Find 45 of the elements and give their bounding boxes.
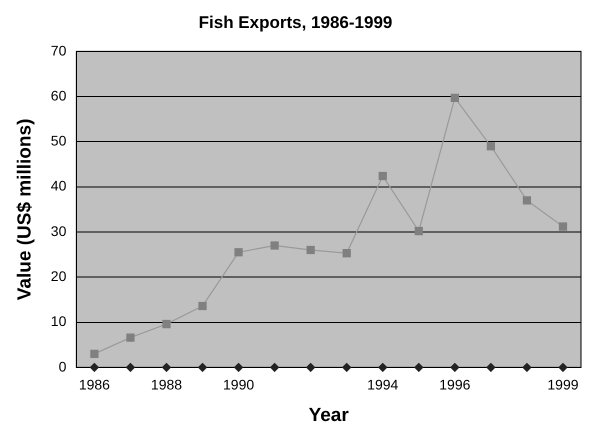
point <box>126 333 135 342</box>
x-tick-label: 1990 <box>222 376 254 393</box>
x-tick-label: 1986 <box>78 376 110 393</box>
point <box>162 362 171 372</box>
point <box>342 362 352 372</box>
point <box>558 222 568 231</box>
x-tick-label: 1999 <box>547 376 579 393</box>
x-tick-label: 1988 <box>150 376 182 393</box>
chart-title: Fish Exports, 1986-1999 <box>198 12 392 32</box>
point <box>522 362 532 372</box>
y-tick-label: 60 <box>50 87 67 104</box>
point <box>342 249 351 258</box>
point <box>162 320 171 328</box>
y-tick-label: 10 <box>50 313 67 330</box>
point <box>522 196 532 205</box>
point <box>198 362 208 372</box>
point <box>378 172 387 180</box>
point <box>306 246 315 254</box>
point <box>198 302 207 310</box>
point <box>450 94 459 102</box>
point <box>414 362 424 372</box>
y-axis-title: Value (US$ millions) <box>14 118 36 300</box>
point <box>90 350 99 358</box>
point <box>558 362 568 372</box>
point <box>486 142 496 150</box>
point <box>378 362 388 372</box>
point <box>234 362 244 372</box>
point <box>234 248 243 256</box>
point <box>270 241 279 250</box>
y-tick-label: 0 <box>58 358 67 374</box>
point <box>414 226 423 236</box>
point <box>270 362 280 372</box>
point <box>486 362 496 372</box>
x-tick-label: 1996 <box>439 376 471 393</box>
y-tick-label: 40 <box>50 178 67 194</box>
point <box>306 362 316 372</box>
y-tick-label: 20 <box>50 268 67 284</box>
x-axis-title: Year <box>308 404 350 426</box>
y-tick-label: 70 <box>50 42 67 58</box>
point <box>450 362 460 372</box>
y-tick-label: 50 <box>50 132 67 149</box>
point <box>90 362 99 372</box>
x-tick-label: 1994 <box>367 376 399 393</box>
point <box>126 362 135 372</box>
y-tick-label: 30 <box>50 222 67 239</box>
